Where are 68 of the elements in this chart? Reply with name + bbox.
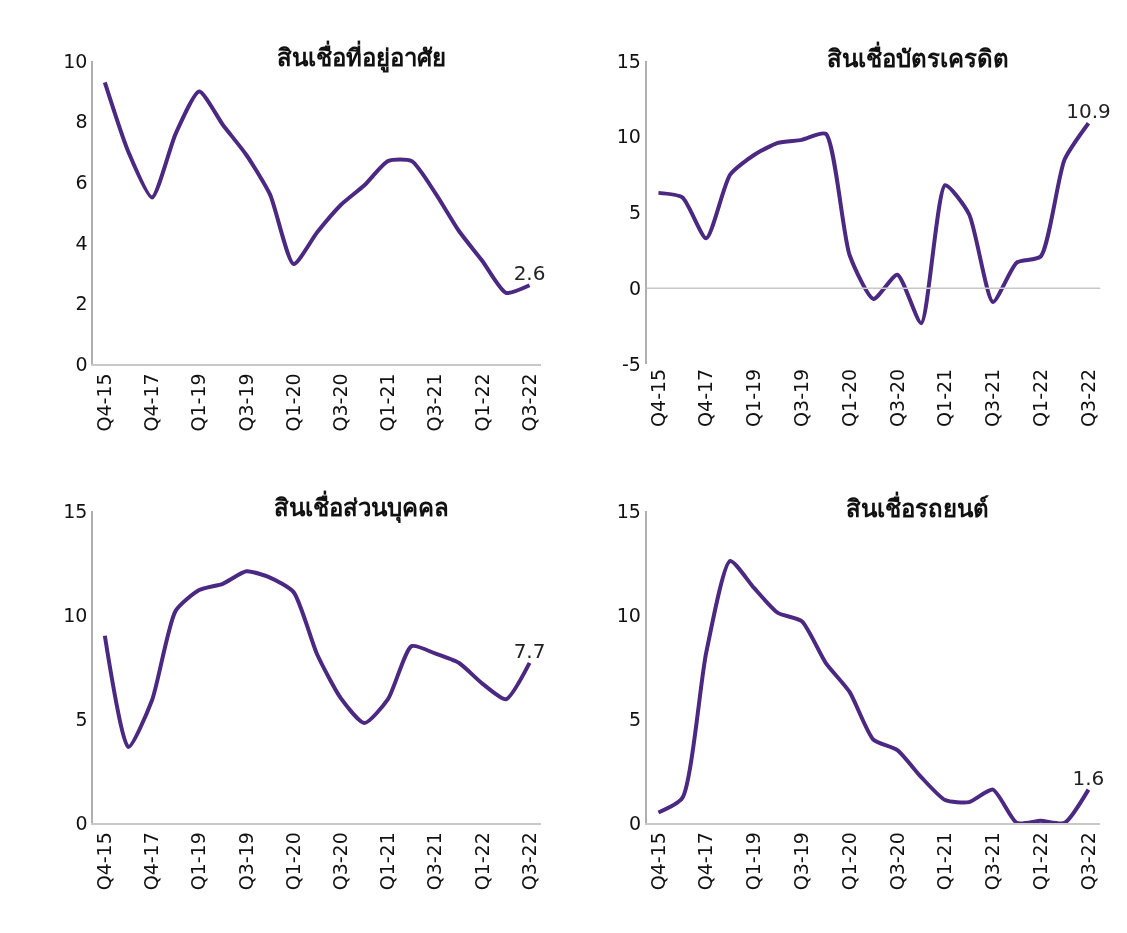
x-tick-label: Q1-20 — [281, 832, 304, 891]
y-tick-label: 15 — [63, 499, 88, 522]
y-tick-label: 0 — [628, 811, 641, 834]
x-tick-label: Q3-20 — [328, 832, 351, 891]
x-tick-label: Q1-19 — [742, 832, 765, 891]
x-tick-label: Q1-22 — [1028, 368, 1051, 427]
y-tick-label: 5 — [75, 707, 88, 730]
chart-title: สินเชื่อที่อยู่อาศัย — [277, 40, 446, 73]
x-tick-label: Q1-22 — [1028, 832, 1051, 891]
y-tick-label: 0 — [628, 276, 641, 299]
x-tick-label: Q3-21 — [423, 832, 446, 891]
chart-title: สินเชื่อส่วนบุคคล — [274, 490, 449, 524]
x-tick-label: Q3-20 — [885, 368, 908, 427]
y-tick-label: 2 — [75, 292, 88, 315]
chart-title: สินเชื่อบัตรเครดิต — [827, 41, 1009, 73]
y-tick-label: 10 — [63, 603, 88, 626]
x-tick-label: Q1-21 — [376, 373, 399, 432]
x-tick-label: Q4-17 — [694, 832, 717, 891]
x-tick-label: Q3-19 — [789, 832, 812, 891]
x-tick-label: Q4-15 — [93, 373, 115, 432]
y-tick-label: 6 — [75, 170, 88, 193]
x-tick-label: Q1-22 — [470, 373, 493, 432]
x-tick-label: Q1-19 — [187, 373, 210, 432]
y-tick-label: 4 — [75, 231, 88, 254]
x-tick-label: Q3-22 — [1076, 368, 1099, 427]
x-tick-label: Q1-21 — [376, 832, 399, 891]
x-tick-label: Q1-20 — [837, 832, 860, 891]
x-tick-label: Q1-20 — [281, 373, 304, 432]
x-tick-label: Q3-20 — [328, 373, 351, 432]
x-tick-label: Q3-21 — [423, 373, 446, 432]
y-tick-label: -5 — [622, 352, 641, 375]
y-tick-label: 15 — [616, 49, 641, 72]
y-tick-label: 10 — [616, 603, 641, 626]
x-tick-label: Q4-15 — [646, 832, 669, 891]
line-series — [656, 121, 1091, 326]
x-tick-label: Q1-20 — [837, 368, 860, 427]
x-tick-label: Q3-19 — [234, 832, 257, 891]
x-tick-label: Q3-21 — [981, 368, 1004, 427]
y-tick-label: 15 — [616, 499, 641, 522]
x-tick-label: Q4-15 — [646, 368, 669, 427]
x-tick-label: Q1-19 — [187, 832, 210, 891]
x-tick-label: Q3-22 — [1076, 832, 1099, 891]
data-label: 10.9 — [1066, 99, 1111, 124]
x-tick-label: Q3-21 — [981, 832, 1004, 891]
x-tick-label: Q3-22 — [517, 832, 540, 891]
x-tick-label: Q3-19 — [234, 373, 257, 432]
x-tick-label: Q3-22 — [517, 373, 540, 432]
y-tick-label: 5 — [628, 201, 641, 224]
data-label: 1.6 — [1072, 765, 1105, 790]
y-tick-label: 0 — [75, 811, 88, 834]
x-tick-label: Q4-17 — [140, 373, 163, 432]
x-tick-label: Q1-22 — [470, 832, 493, 891]
y-tick-label: 10 — [63, 49, 88, 72]
y-tick-label: 0 — [75, 352, 88, 375]
x-tick-label: Q4-17 — [694, 368, 717, 427]
y-tick-label: 10 — [616, 125, 641, 148]
x-tick-label: Q4-15 — [93, 832, 115, 891]
x-tick-label: Q1-19 — [742, 368, 765, 427]
x-tick-label: Q1-21 — [933, 832, 956, 891]
chart-title: สินเชื่อรถยนต์ — [846, 491, 989, 523]
data-label: 2.6 — [513, 261, 546, 286]
x-tick-label: Q4-17 — [140, 832, 163, 891]
y-tick-label: 5 — [628, 707, 641, 730]
x-tick-label: Q3-19 — [789, 368, 812, 427]
x-tick-label: Q3-20 — [885, 832, 908, 891]
data-label: 7.7 — [513, 638, 546, 663]
y-tick-label: 8 — [75, 110, 88, 133]
x-tick-label: Q1-21 — [933, 368, 956, 427]
